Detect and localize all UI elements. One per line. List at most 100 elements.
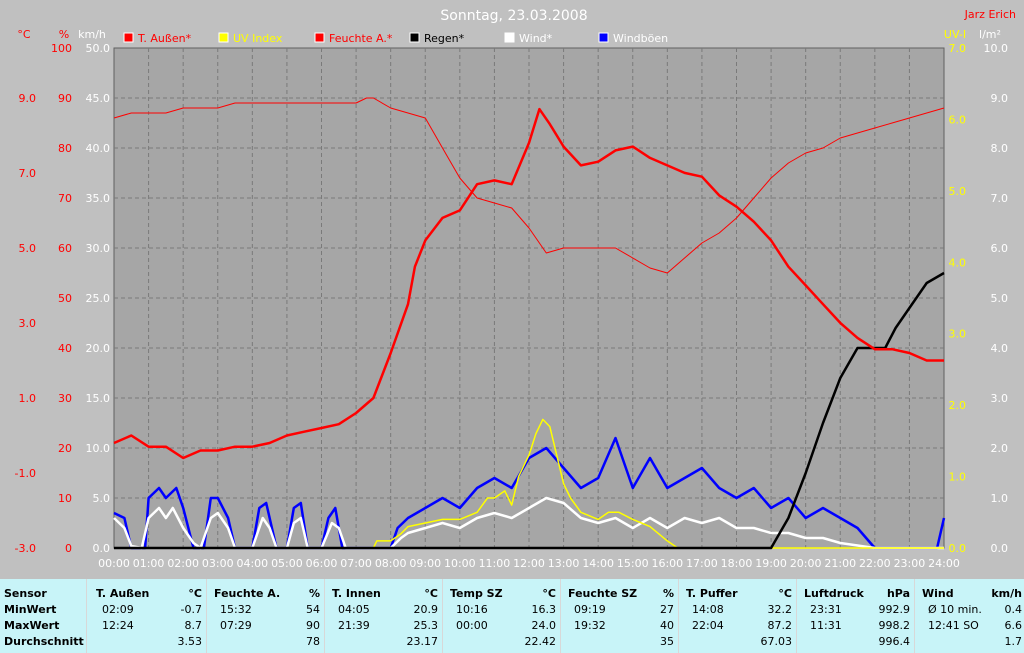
temp-tick-label: 5.0 [19,242,37,255]
stats-cell-time: Ø 10 min. [928,603,982,616]
rain-tick-label: 9.0 [991,92,1009,105]
legend-swatch [598,32,609,43]
legend-label: Feuchte A.* [329,32,393,45]
stats-cell-row: 09:19 27 [564,602,674,618]
x-tick-label: 04:00 [236,557,268,570]
temp-axis-unit: °C [17,28,31,41]
x-tick-label: 03:00 [202,557,234,570]
stats-row-label: Durchschnitt [4,635,84,648]
temp-tick-label: 3.0 [19,317,37,330]
temp-tick-label: -3.0 [15,542,36,555]
x-tick-label: 08:00 [375,557,407,570]
stats-cell-value: 0.4 [1004,603,1023,616]
series-regen-line [114,271,945,550]
stats-cell-row: 35 [564,634,674,650]
x-tick-label: 22:00 [859,557,891,570]
stats-column-unit: km/h [991,587,1022,600]
stats-cell-time: 15:32 [220,603,252,616]
legend-swatch [314,32,325,43]
legend-label: T. Außen* [137,32,192,45]
stats-column-header: Temp SZ °C [446,586,556,602]
uv-tick-label: 3.0 [949,328,967,341]
stats-column: Feuchte SZ% 09:19 27 19:32 40 35 [560,579,679,653]
legend-label: UV Index [233,32,283,45]
wind-tick-label: 30.0 [86,242,111,255]
legend-swatch [504,32,515,43]
stats-column-name: T. Puffer [686,587,738,600]
stats-cell-time: 02:09 [102,603,134,616]
rain-tick-label: 10.0 [984,42,1009,55]
stats-column: Feuchte A.% 15:32 54 07:29 90 78 [206,579,325,653]
humid-tick-label: 20 [58,442,72,455]
x-tick-label: 02:00 [167,557,199,570]
stats-column-name: T. Innen [332,587,381,600]
legend-swatch [123,32,134,43]
rain-tick-label: 5.0 [991,292,1009,305]
stats-cell-value: 23.17 [406,635,439,648]
stats-label-column: Sensor MinWert MaxWert Durchschnitt [0,579,87,653]
wind-tick-label: 10.0 [86,442,111,455]
rain-tick-label: 6.0 [991,242,1009,255]
x-tick-label: 13:00 [548,557,580,570]
stats-column-unit: °C [778,587,792,600]
stats-column-unit: hPa [886,587,910,600]
stats-cell-time: 07:29 [220,619,252,632]
stats-cell-row: 12:41 SO 6.6 [918,618,1022,634]
stats-column-unit: °C [424,587,438,600]
stats-cell-value: 40 [660,619,674,632]
stats-cell-row: 22:04 87.2 [682,618,792,634]
rain-axis-unit: l/m² [979,28,1001,41]
wind-tick-label: 20.0 [86,342,111,355]
stats-cell-time: 11:31 [810,619,842,632]
wind-tick-label: 5.0 [93,492,111,505]
stats-cell-row: 78 [210,634,320,650]
stats-column-name: Luftdruck [804,587,864,600]
stats-cell-time: 23:31 [810,603,842,616]
stats-cell-time: 14:08 [692,603,724,616]
uv-tick-label: 0.0 [949,542,967,555]
stats-cell-row: 15:32 54 [210,602,320,618]
rain-tick-label: 3.0 [991,392,1009,405]
stats-cell-row: 14:08 32.2 [682,602,792,618]
x-tick-label: 14:00 [582,557,614,570]
stats-cell-row: 23.17 [328,634,439,650]
legend: T. Außen* UV Index Feuchte A.* Regen* Wind* W… [123,32,668,45]
rain-tick-label: 4.0 [991,342,1009,355]
wind-tick-label: 35.0 [86,192,111,205]
stats-cell-value: 54 [306,603,320,616]
stats-cell-value: 8.7 [184,619,203,632]
legend-swatch [218,32,229,43]
x-axis-labels: 00:00 01:00 02:00 03:00 04:00 05:00 06:00 07:00… [98,557,960,570]
stats-cell-row: 22.42 [446,634,557,650]
stats-cell-row: 23:31 992.9 [800,602,910,618]
humid-tick-label: 50 [58,292,72,305]
x-tick-label: 10:00 [444,557,476,570]
stats-cell-time: 09:19 [574,603,606,616]
x-tick-label: 19:00 [755,557,787,570]
series-uvindex-line [114,418,944,549]
temp-tick-label: -1.0 [15,467,36,480]
stats-row-label: MaxWert [4,619,60,632]
x-tick-label: 20:00 [790,557,822,570]
stats-cell-value: 16.3 [531,603,557,616]
uv-tick-label: 2.0 [949,399,967,412]
stats-cell-value: 996.4 [878,635,911,648]
x-tick-label: 06:00 [306,557,338,570]
rain-tick-label: 0.0 [991,542,1009,555]
wind-tick-label: 0.0 [93,542,111,555]
humid-axis-unit: % [59,28,69,41]
stats-column-name: Temp SZ [450,587,503,600]
x-tick-label: 17:00 [686,557,718,570]
wind-tick-label: 50.0 [86,42,111,55]
stats-column-unit: % [308,587,320,600]
stats-column-name: T. Außen [96,587,150,600]
wind-tick-label: 45.0 [86,92,111,105]
stats-column-header: Luftdruck hPa [800,586,910,602]
legend-label: Windböen [613,32,668,45]
stats-column-header: Feuchte SZ% [564,586,674,602]
stats-cell-row: 07:29 90 [210,618,320,634]
stats-cell-time: 22:04 [692,619,724,632]
uv-tick-label: 1.0 [949,471,967,484]
stats-column-name: Wind [922,587,954,600]
humid-tick-label: 70 [58,192,72,205]
